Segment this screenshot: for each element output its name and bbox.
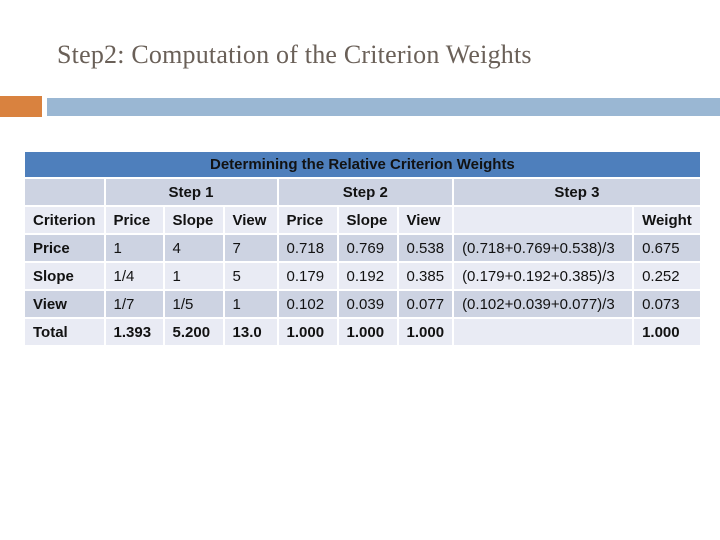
accent-bar-blue (47, 98, 720, 116)
criterion-weights-table: Determining the Relative Criterion Weigh… (23, 150, 702, 347)
col-header-weight: Weight (634, 207, 700, 233)
cell-value: 1.000 (338, 319, 397, 345)
cell-value: 1 (105, 235, 163, 261)
row-label: Total (25, 319, 104, 345)
col-header-slope-1: Slope (164, 207, 223, 233)
cell-value: 4 (164, 235, 223, 261)
row-label: View (25, 291, 104, 317)
cell-value: 1/7 (105, 291, 163, 317)
cell-value: 1.393 (105, 319, 163, 345)
col-header-view-1: View (224, 207, 277, 233)
step2-header: Step 2 (278, 179, 453, 205)
row-label: Slope (25, 263, 104, 289)
cell-value: 0.077 (398, 291, 453, 317)
cell-weight: 0.073 (634, 291, 700, 317)
cell-value: 0.385 (398, 263, 453, 289)
col-header-view-2: View (398, 207, 453, 233)
cell-weight: 1.000 (634, 319, 700, 345)
table-row-price: Price 1 4 7 0.718 0.769 0.538 (0.718+0.7… (25, 235, 700, 261)
col-header-slope-2: Slope (338, 207, 397, 233)
cell-value: 0.769 (338, 235, 397, 261)
col-header-criterion: Criterion (25, 207, 104, 233)
cell-weight: 0.252 (634, 263, 700, 289)
cell-formula (454, 319, 633, 345)
cell-value: 0.718 (278, 235, 337, 261)
col-header-price-2: Price (278, 207, 337, 233)
step-group-row: Step 1 Step 2 Step 3 (25, 179, 700, 205)
cell-value: 1.000 (278, 319, 337, 345)
cell-value: 0.192 (338, 263, 397, 289)
col-header-price-1: Price (105, 207, 163, 233)
slide-title: Step2: Computation of the Criterion Weig… (57, 40, 532, 69)
table-row-view: View 1/7 1/5 1 0.102 0.039 0.077 (0.102+… (25, 291, 700, 317)
cell-value: 0.102 (278, 291, 337, 317)
cell-value: 0.538 (398, 235, 453, 261)
cell-value: 5 (224, 263, 277, 289)
cell-value: 1 (164, 263, 223, 289)
cell-value: 5.200 (164, 319, 223, 345)
cell-formula: (0.102+0.039+0.077)/3 (454, 291, 633, 317)
cell-value: 1 (224, 291, 277, 317)
cell-formula: (0.179+0.192+0.385)/3 (454, 263, 633, 289)
column-header-row: Criterion Price Slope View Price Slope V… (25, 207, 700, 233)
cell-formula: (0.718+0.769+0.538)/3 (454, 235, 633, 261)
cell-value: 0.039 (338, 291, 397, 317)
table-row-total: Total 1.393 5.200 13.0 1.000 1.000 1.000… (25, 319, 700, 345)
cell-value: 1/5 (164, 291, 223, 317)
cell-value: 1/4 (105, 263, 163, 289)
row-label: Price (25, 235, 104, 261)
cell-value: 7 (224, 235, 277, 261)
col-header-formula (454, 207, 633, 233)
cell-value: 0.179 (278, 263, 337, 289)
cell-value: 13.0 (224, 319, 277, 345)
table-title: Determining the Relative Criterion Weigh… (25, 152, 700, 177)
table-title-row: Determining the Relative Criterion Weigh… (25, 152, 700, 177)
cell-weight: 0.675 (634, 235, 700, 261)
corner-cell (25, 179, 104, 205)
table-row-slope: Slope 1/4 1 5 0.179 0.192 0.385 (0.179+0… (25, 263, 700, 289)
cell-value: 1.000 (398, 319, 453, 345)
step1-header: Step 1 (105, 179, 277, 205)
accent-bar-orange (0, 96, 42, 117)
step3-header: Step 3 (454, 179, 700, 205)
